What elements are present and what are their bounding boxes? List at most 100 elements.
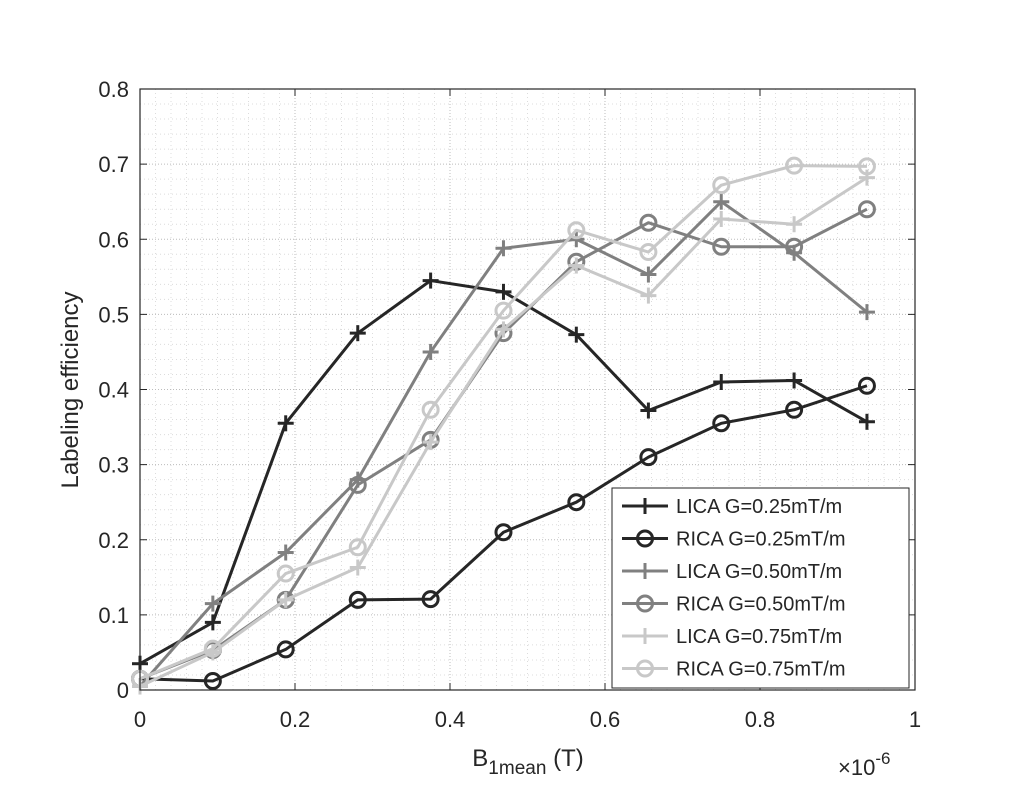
data-point <box>712 176 731 195</box>
data-point <box>348 538 367 557</box>
data-point <box>786 216 803 233</box>
legend-label: LICA G=0.50mT/m <box>676 561 842 583</box>
data-point <box>421 590 440 609</box>
legend-label: RICA G=0.25mT/m <box>676 529 846 551</box>
legend-label: RICA G=0.50mT/m <box>676 594 846 616</box>
data-point <box>422 272 439 289</box>
data-point <box>785 400 804 419</box>
data-point <box>640 287 657 304</box>
data-point <box>276 564 295 583</box>
circle-marker <box>785 400 804 419</box>
y-axis-label: Labeling efficiency <box>57 291 84 488</box>
circle-marker <box>639 213 658 232</box>
data-point <box>858 169 875 186</box>
circle-marker <box>567 221 586 240</box>
x-axis-multiplier: ×10-6 <box>838 749 890 780</box>
circle-marker <box>712 414 731 433</box>
circle-marker <box>639 448 658 467</box>
series-2 <box>131 376 876 690</box>
data-point <box>713 193 730 210</box>
x-tick-label: 0.6 <box>590 707 621 732</box>
circle-marker <box>421 400 440 419</box>
data-point <box>785 237 804 256</box>
data-point <box>858 304 875 321</box>
x-tick-label: 0.2 <box>280 707 311 732</box>
y-tick-label: 0.2 <box>98 528 129 553</box>
circle-marker <box>494 523 513 542</box>
circle-marker <box>348 538 367 557</box>
data-point <box>639 243 658 262</box>
series-layer <box>131 156 876 695</box>
circle-marker <box>203 639 222 658</box>
circle-marker <box>421 590 440 609</box>
legend-entry: LICA G=0.75mT/m <box>622 626 842 648</box>
circle-marker <box>639 243 658 262</box>
data-point <box>277 415 294 432</box>
circle-marker <box>857 157 876 176</box>
circle-marker <box>712 237 731 256</box>
series-6 <box>131 156 876 688</box>
y-tick-label: 0.5 <box>98 302 129 327</box>
y-tick-label: 0.4 <box>98 378 129 403</box>
legend-entry: LICA G=0.25mT/m <box>622 496 842 518</box>
data-point <box>495 283 512 300</box>
circle-marker <box>857 200 876 219</box>
data-point <box>785 156 804 175</box>
circle-marker <box>276 564 295 583</box>
data-point <box>495 240 512 257</box>
data-point <box>348 475 367 494</box>
data-point <box>204 614 221 631</box>
legend-label: LICA G=0.25mT/m <box>676 496 842 518</box>
circle-marker <box>203 671 222 690</box>
data-point <box>349 559 366 576</box>
data-point <box>640 402 657 419</box>
data-point <box>786 372 803 389</box>
data-point <box>713 210 730 227</box>
data-point <box>494 301 513 320</box>
data-point <box>567 221 586 240</box>
series-line <box>139 384 868 683</box>
data-point <box>858 413 875 430</box>
data-point <box>277 544 294 561</box>
circle-marker <box>567 493 586 512</box>
data-point <box>277 591 294 608</box>
data-point <box>712 414 731 433</box>
legend-label: LICA G=0.75mT/m <box>676 626 842 648</box>
data-point <box>422 343 439 360</box>
data-point <box>349 325 366 342</box>
x-tick-labels: 0 0.2 0.4 0.6 0.8 1 <box>134 707 921 732</box>
y-tick-label: 0 <box>117 678 129 703</box>
y-tick-label: 0.8 <box>98 77 129 102</box>
data-point <box>857 200 876 219</box>
y-tick-label: 0.3 <box>98 453 129 478</box>
data-point <box>568 257 585 274</box>
data-point <box>639 213 658 232</box>
data-point <box>421 400 440 419</box>
x-tick-label: 0.4 <box>435 707 466 732</box>
data-point <box>276 640 295 659</box>
x-tick-label: 1 <box>909 707 921 732</box>
data-point <box>568 231 585 248</box>
legend-entry: RICA G=0.25mT/m <box>622 529 846 551</box>
legend: LICA G=0.25mT/m RICA G=0.25mT/m LICA G=0.5… <box>611 487 910 689</box>
y-tick-labels: 0 0.1 0.2 0.3 0.4 0.5 0.6 0.7 0.8 <box>98 77 129 703</box>
x-tick-label: 0 <box>134 707 146 732</box>
circle-marker <box>636 659 654 678</box>
circle-marker <box>785 156 804 175</box>
data-point <box>857 376 876 395</box>
x-tick-label: 0.8 <box>745 707 776 732</box>
circle-marker <box>494 301 513 320</box>
legend-label: RICA G=0.75mT/m <box>676 659 846 681</box>
data-point <box>567 493 586 512</box>
series-line <box>139 164 867 681</box>
legend-entry: RICA G=0.50mT/m <box>622 594 846 616</box>
data-point <box>494 523 513 542</box>
circle-marker <box>348 475 367 494</box>
circle-marker <box>857 376 876 395</box>
data-point <box>495 321 512 338</box>
circle-marker <box>785 237 804 256</box>
y-tick-label: 0.7 <box>98 152 129 177</box>
x-axis-label: B1mean (T) <box>472 745 583 779</box>
circle-marker <box>636 594 654 613</box>
